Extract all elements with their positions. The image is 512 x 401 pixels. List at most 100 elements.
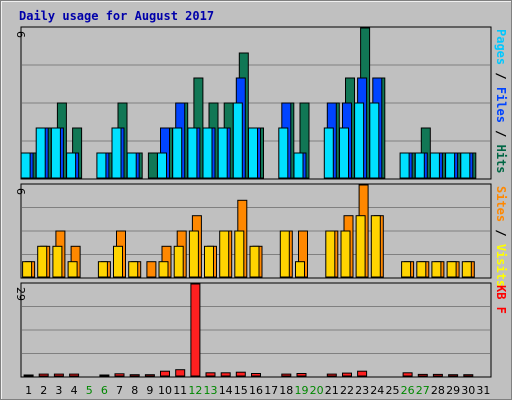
- y-max-label: 6: [14, 188, 27, 195]
- bar-sites-day-3: [52, 245, 63, 278]
- x-tick-label-31: 31: [476, 384, 490, 397]
- legend-separator: /: [494, 65, 508, 87]
- bar-kb-f-day-21: [326, 373, 337, 377]
- bar-kb-f-day-7: [114, 373, 125, 377]
- x-tick-label-10: 10: [158, 384, 172, 397]
- bar-hits-day-9: [147, 152, 158, 179]
- bar-pages-day-29: [445, 152, 456, 179]
- x-tick-label-19: 19: [295, 384, 309, 397]
- legend-visits-panel: Sites / Visits: [494, 186, 508, 287]
- bar-sites-day-8: [128, 261, 139, 278]
- bar-sites-day-21: [325, 230, 336, 278]
- x-tick-label-17: 17: [264, 384, 278, 397]
- bar-kb-f-day-10: [160, 370, 170, 377]
- bar-sites-day-2: [37, 245, 48, 278]
- bar-pages-day-10: [157, 152, 167, 179]
- bar-sites-day-6: [97, 261, 108, 278]
- bar-pages-day-15: [232, 102, 243, 179]
- x-tick-label-24: 24: [370, 384, 384, 397]
- x-tick-label-12: 12: [188, 384, 202, 397]
- bar-kb-f-day-15: [235, 371, 246, 377]
- x-tick-label-2: 2: [40, 384, 47, 397]
- bar-kb-f-day-12: [190, 283, 201, 377]
- bar-pages-day-3: [50, 127, 61, 179]
- bar-pages-day-22: [339, 127, 349, 179]
- hits-panel: 6 Pages / Files / Hits: [14, 26, 508, 180]
- kbytes-panel: 29 KB F: [14, 282, 508, 378]
- bar-pages-day-14: [217, 127, 228, 179]
- legend-entry-visits: Visits: [494, 244, 508, 287]
- x-tick-label-23: 23: [355, 384, 369, 397]
- bar-kb-f-day-23: [357, 370, 368, 377]
- x-tick-label-15: 15: [234, 384, 248, 397]
- legend-entry-hits: Hits: [494, 145, 508, 174]
- bar-sites-day-30: [461, 261, 472, 278]
- x-tick-label-18: 18: [279, 384, 293, 397]
- bar-sites-day-19: [295, 261, 305, 278]
- x-tick-label-26: 26: [401, 384, 415, 397]
- bar-kb-f-day-6: [99, 374, 110, 377]
- bar-pages-day-27: [414, 152, 425, 179]
- bar-kb-f-day-8: [129, 374, 140, 377]
- bar-kb-f-day-16: [251, 373, 261, 377]
- bar-sites-day-27: [416, 261, 427, 278]
- bar-pages-day-12: [187, 127, 198, 179]
- bar-sites-day-16: [249, 245, 260, 278]
- x-tick-label-21: 21: [325, 384, 339, 397]
- bar-pages-day-24: [369, 102, 380, 179]
- bar-sites-day-12: [188, 230, 199, 278]
- x-tick-label-20: 20: [310, 384, 324, 397]
- bar-kb-f-day-14: [220, 372, 231, 377]
- bar-pages-day-7: [111, 127, 122, 179]
- bar-pages-day-18: [278, 127, 289, 179]
- chart-title: Daily usage for August 2017: [19, 9, 214, 23]
- bar-kb-f-day-19: [296, 373, 307, 377]
- bar-sites-day-23: [355, 215, 366, 278]
- legend-text: Pages / Files / Hits: [494, 29, 508, 174]
- bar-kb-f-day-3: [53, 373, 64, 377]
- bar-pages-day-19: [293, 152, 304, 179]
- x-tick-label-5: 5: [86, 384, 93, 397]
- bar-kb-f-day-11: [175, 369, 186, 377]
- bar-kb-f-day-30: [463, 374, 474, 377]
- bar-pages-day-11: [172, 127, 183, 179]
- bar-pages-day-6: [96, 152, 107, 179]
- bar-sites-day-22: [340, 230, 351, 278]
- bar-pages-day-16: [248, 127, 258, 179]
- legend-hits-panel: Pages / Files / Hits: [494, 29, 508, 174]
- x-tick-label-13: 13: [204, 384, 218, 397]
- bar-pages-day-26: [399, 152, 410, 179]
- legend-entry-sites: Sites: [494, 186, 508, 222]
- x-tick-label-30: 30: [461, 384, 475, 397]
- bar-sites-day-14: [219, 230, 230, 278]
- bar-sites-day-29: [446, 261, 457, 278]
- bar-kb-f-day-22: [342, 372, 352, 377]
- bar-sites-day-15: [234, 230, 245, 278]
- x-tick-label-11: 11: [173, 384, 187, 397]
- x-tick-label-9: 9: [146, 384, 153, 397]
- bar-pages-day-1: [20, 152, 31, 179]
- bar-kb-f-day-9: [144, 374, 155, 377]
- bar-kb-f-day-28: [432, 373, 443, 377]
- x-tick-label-16: 16: [249, 384, 263, 397]
- x-tick-label-7: 7: [116, 384, 123, 397]
- x-tick-label-29: 29: [446, 384, 460, 397]
- legend-kbytes-panel: KB F: [494, 285, 508, 314]
- x-tick-label-22: 22: [340, 384, 354, 397]
- bar-kb-f-day-18: [281, 373, 292, 377]
- bar-sites-day-26: [401, 261, 412, 278]
- bar-visits-day-9: [146, 261, 157, 278]
- bar-pages-day-23: [354, 102, 365, 179]
- legend-entry-kb-f: KB F: [494, 285, 508, 314]
- bar-kb-f-day-13: [205, 372, 216, 377]
- bar-pages-day-8: [126, 152, 137, 179]
- y-max-label: 6: [14, 31, 27, 38]
- bar-kb-f-day-4: [69, 373, 80, 377]
- x-tick-label-25: 25: [386, 384, 400, 397]
- bar-sites-day-24: [370, 215, 381, 278]
- bar-sites-day-7: [113, 245, 123, 278]
- legend-text: KB F: [494, 285, 508, 314]
- bar-sites-day-4: [67, 261, 78, 278]
- bar-kb-f-day-26: [402, 372, 413, 377]
